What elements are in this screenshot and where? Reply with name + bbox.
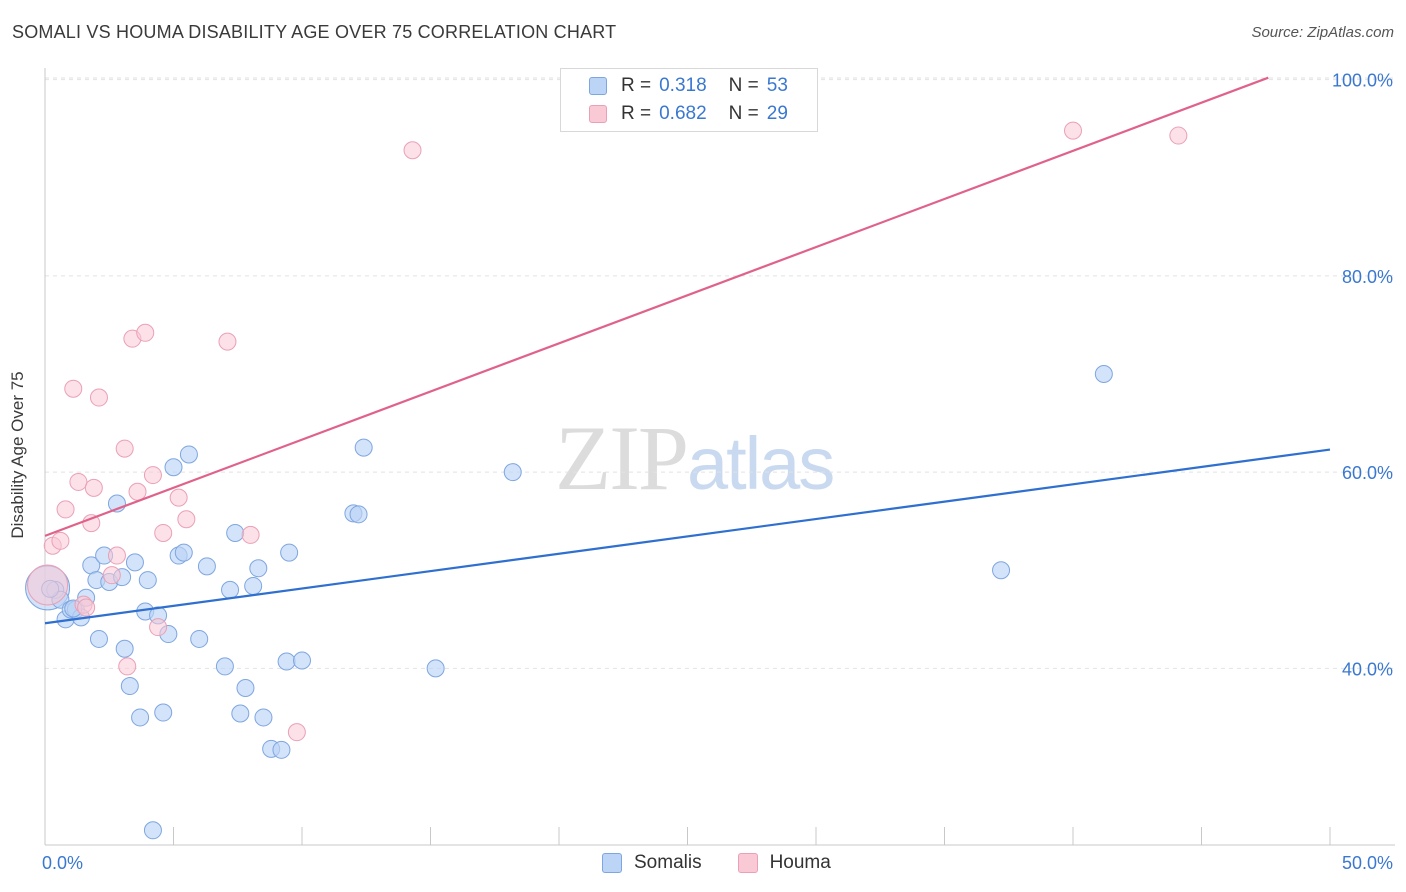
houma-point (107, 546, 126, 565)
axes (44, 68, 1395, 846)
n-value: 29 (766, 103, 788, 124)
somali-points (25, 365, 1113, 840)
legend-item-houma[interactable]: Houma (737, 852, 831, 874)
tick-labels: 40.0% 60.0% 80.0% 100.0% 0.0% 50.0% (42, 71, 1393, 873)
houma-point (77, 598, 96, 617)
somali-point (249, 559, 268, 578)
somali-point (138, 571, 157, 590)
somali-point (277, 652, 296, 671)
chart-title: SOMALI VS HOUMA DISABILITY AGE OVER 75 C… (12, 22, 617, 42)
houma-swatch (737, 853, 758, 873)
somali-point (503, 463, 522, 482)
somali-point (231, 704, 250, 723)
somali-point (1094, 365, 1113, 383)
somali-point (226, 523, 245, 542)
houma-point (1064, 121, 1082, 140)
somali-point (179, 445, 198, 464)
n-label: N = (728, 75, 759, 96)
somali-point (293, 651, 311, 670)
houma-point (51, 531, 70, 550)
somali-point (154, 703, 173, 722)
source-label: Source: ZipAtlas.com (1251, 24, 1394, 41)
somali-point (349, 505, 368, 524)
houma-point (149, 618, 168, 637)
y-tick-label: 40.0% (1342, 659, 1393, 679)
legend-row-houma: R = 0.682 N = 29 (589, 101, 788, 127)
n-value: 53 (766, 75, 788, 96)
watermark: ZIPatlas (555, 405, 835, 511)
somali-point (89, 629, 108, 648)
somali-point (254, 708, 273, 727)
somali-point (354, 438, 373, 457)
somali-point (272, 740, 291, 759)
houma-point (56, 500, 75, 519)
somali-point (992, 561, 1011, 580)
houma-point (241, 525, 260, 544)
houma-point (27, 564, 69, 606)
legend-label-somalis: Somalis (634, 852, 702, 873)
somalis-swatch (602, 853, 622, 873)
x-tick-label: 50.0% (1342, 853, 1393, 873)
somali-point (164, 458, 183, 477)
n-label: N = (728, 103, 759, 124)
somali-point (120, 677, 139, 696)
houma-point (218, 332, 237, 351)
somali-point (131, 708, 150, 727)
r-value: 0.682 (659, 103, 707, 124)
houma-point (89, 388, 108, 407)
y-tick-label: 60.0% (1342, 463, 1393, 483)
houma-point (118, 657, 137, 676)
trend-lines (44, 76, 1331, 625)
somali-point (115, 639, 134, 658)
houma-point (82, 514, 101, 533)
legend-label-houma: Houma (769, 852, 831, 873)
watermark-atlas: atlas (687, 422, 835, 505)
houma-point (287, 723, 306, 742)
somali-swatch (589, 77, 607, 95)
stats-legend: R = 0.318 N = 53 R = 0.682 N = 29 (560, 68, 818, 132)
y-axis-label: Disability Age Over 75 (8, 371, 27, 539)
legend-item-somalis[interactable]: Somalis (602, 852, 702, 874)
r-value: 0.318 (659, 75, 707, 96)
watermark-zip: ZIP (555, 407, 689, 509)
r-label: R = (621, 75, 652, 96)
legend-row-somali: R = 0.318 N = 53 (589, 73, 788, 99)
houma-point (403, 141, 422, 160)
somali-point (190, 629, 209, 648)
houma-point (115, 439, 134, 458)
somali-point (174, 543, 193, 562)
somali-trend-line (44, 448, 1331, 625)
somali-point (244, 576, 263, 595)
houma-point (69, 472, 88, 491)
somali-point (236, 679, 255, 697)
somali-point (125, 553, 144, 572)
houma-point (136, 323, 155, 342)
somali-point (280, 543, 299, 562)
y-tick-label: 100.0% (1332, 71, 1393, 91)
r-label: R = (621, 103, 652, 124)
x-ticks (44, 827, 1331, 845)
x-tick-label: 0.0% (42, 853, 83, 873)
somali-point (143, 821, 162, 840)
houma-trend-line (44, 76, 1269, 537)
houma-point (143, 466, 162, 485)
somali-point (426, 659, 445, 678)
houma-point (154, 523, 173, 542)
houma-point (64, 379, 83, 398)
houma-point (177, 510, 196, 529)
houma-point (169, 488, 188, 507)
houma-point (84, 478, 103, 497)
y-tick-label: 80.0% (1342, 267, 1393, 287)
houma-points (27, 121, 1188, 742)
houma-point (102, 566, 121, 585)
series-legend: Somalis Houma (602, 852, 867, 874)
houma-point (1169, 126, 1188, 145)
houma-swatch (589, 105, 607, 123)
houma-point (128, 482, 147, 501)
somali-point (215, 657, 234, 676)
somali-point (221, 580, 240, 599)
somali-point (197, 557, 216, 576)
